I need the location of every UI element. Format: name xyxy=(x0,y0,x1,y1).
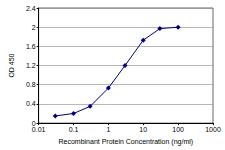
svg-text:OD 450: OD 450 xyxy=(8,53,15,77)
svg-text:Recombinant Protein Concentrat: Recombinant Protein Concentration (ng/ml… xyxy=(59,138,194,146)
svg-text:0: 0 xyxy=(31,119,36,127)
svg-text:10: 10 xyxy=(139,126,147,133)
svg-text:0.8: 0.8 xyxy=(26,81,36,88)
svg-text:0.01: 0.01 xyxy=(32,126,46,133)
svg-text:0.4: 0.4 xyxy=(26,100,36,107)
svg-text:2.4: 2.4 xyxy=(26,5,36,12)
svg-text:1.6: 1.6 xyxy=(26,43,36,50)
svg-text:100: 100 xyxy=(172,126,184,133)
svg-text:1: 1 xyxy=(106,126,110,133)
svg-text:2: 2 xyxy=(32,24,36,31)
svg-text:1.2: 1.2 xyxy=(26,62,36,69)
svg-text:1000: 1000 xyxy=(205,126,221,133)
svg-text:0.1: 0.1 xyxy=(69,126,79,133)
